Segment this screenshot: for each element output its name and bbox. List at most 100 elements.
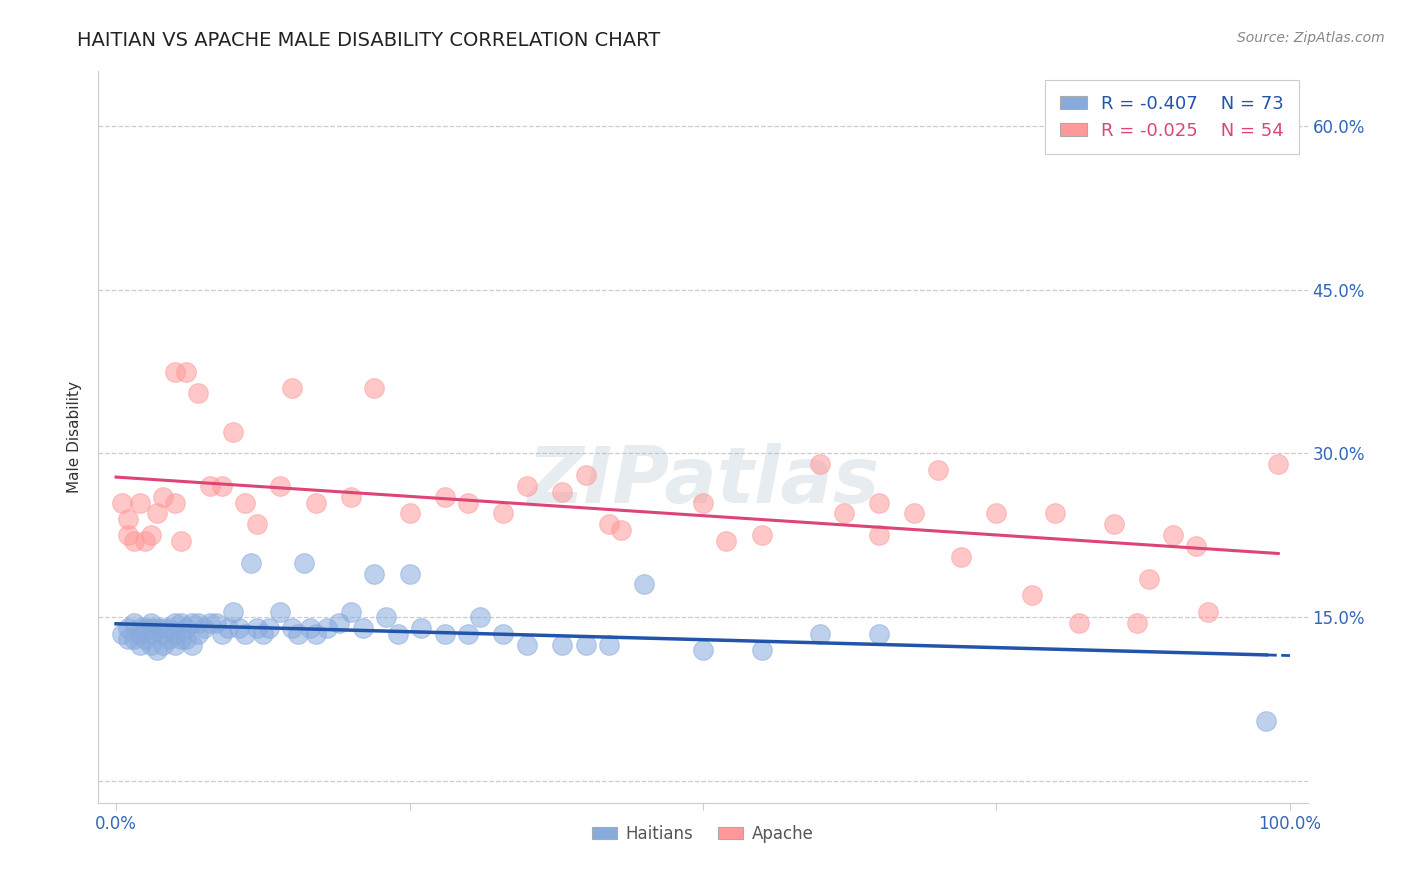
Point bbox=[146, 621, 169, 635]
Point bbox=[281, 621, 304, 635]
Point bbox=[751, 528, 773, 542]
Point bbox=[111, 626, 134, 640]
Point bbox=[169, 533, 191, 548]
Point bbox=[340, 605, 363, 619]
Point bbox=[1185, 539, 1208, 553]
Point bbox=[163, 615, 186, 630]
Point bbox=[122, 615, 145, 630]
Point bbox=[551, 484, 574, 499]
Point bbox=[169, 615, 191, 630]
Point bbox=[751, 643, 773, 657]
Point bbox=[122, 632, 145, 646]
Point bbox=[117, 528, 139, 542]
Point bbox=[287, 626, 309, 640]
Point bbox=[252, 626, 274, 640]
Point bbox=[304, 626, 326, 640]
Point bbox=[257, 621, 280, 635]
Point bbox=[633, 577, 655, 591]
Point bbox=[211, 626, 233, 640]
Point bbox=[117, 621, 139, 635]
Point bbox=[163, 495, 186, 509]
Point bbox=[141, 615, 163, 630]
Point bbox=[1021, 588, 1043, 602]
Point bbox=[269, 479, 291, 493]
Point bbox=[157, 621, 180, 635]
Point bbox=[1043, 507, 1066, 521]
Point bbox=[204, 615, 226, 630]
Point bbox=[233, 495, 256, 509]
Point bbox=[1067, 615, 1090, 630]
Point bbox=[117, 632, 139, 646]
Point bbox=[217, 621, 239, 635]
Point bbox=[304, 495, 326, 509]
Legend: Haitians, Apache: Haitians, Apache bbox=[586, 818, 820, 849]
Point bbox=[141, 626, 163, 640]
Point bbox=[692, 495, 714, 509]
Point bbox=[868, 626, 890, 640]
Point bbox=[832, 507, 855, 521]
Point bbox=[868, 528, 890, 542]
Point bbox=[240, 556, 263, 570]
Point bbox=[152, 638, 174, 652]
Point bbox=[1137, 572, 1160, 586]
Point bbox=[281, 381, 304, 395]
Point bbox=[141, 621, 163, 635]
Point bbox=[1256, 714, 1278, 728]
Point bbox=[193, 621, 215, 635]
Point bbox=[181, 615, 204, 630]
Point bbox=[146, 643, 169, 657]
Point bbox=[269, 605, 291, 619]
Point bbox=[575, 638, 598, 652]
Point bbox=[187, 386, 209, 401]
Point bbox=[363, 566, 385, 581]
Point bbox=[1161, 528, 1184, 542]
Point bbox=[903, 507, 925, 521]
Point bbox=[292, 556, 315, 570]
Point bbox=[163, 626, 186, 640]
Point bbox=[163, 365, 186, 379]
Point bbox=[808, 458, 831, 472]
Point bbox=[516, 638, 538, 652]
Point bbox=[598, 638, 620, 652]
Point bbox=[457, 495, 479, 509]
Point bbox=[169, 632, 191, 646]
Point bbox=[950, 550, 973, 565]
Text: Source: ZipAtlas.com: Source: ZipAtlas.com bbox=[1237, 31, 1385, 45]
Point bbox=[152, 621, 174, 635]
Point bbox=[457, 626, 479, 640]
Point bbox=[146, 507, 169, 521]
Point bbox=[398, 566, 420, 581]
Point bbox=[411, 621, 433, 635]
Point bbox=[375, 610, 398, 624]
Point bbox=[692, 643, 714, 657]
Point bbox=[927, 463, 949, 477]
Point bbox=[516, 479, 538, 493]
Point bbox=[163, 638, 186, 652]
Point bbox=[387, 626, 409, 640]
Point bbox=[468, 610, 491, 624]
Point bbox=[128, 638, 150, 652]
Point bbox=[111, 495, 134, 509]
Point bbox=[187, 615, 209, 630]
Point bbox=[228, 621, 250, 635]
Point bbox=[128, 626, 150, 640]
Point bbox=[222, 425, 245, 439]
Point bbox=[433, 626, 456, 640]
Point bbox=[575, 468, 598, 483]
Point bbox=[598, 517, 620, 532]
Point bbox=[211, 479, 233, 493]
Point bbox=[222, 605, 245, 619]
Point bbox=[233, 626, 256, 640]
Point bbox=[117, 512, 139, 526]
Point bbox=[340, 490, 363, 504]
Point bbox=[176, 621, 198, 635]
Point bbox=[398, 507, 420, 521]
Point bbox=[298, 621, 321, 635]
Point bbox=[316, 621, 339, 635]
Point bbox=[246, 517, 269, 532]
Point bbox=[551, 638, 574, 652]
Y-axis label: Male Disability: Male Disability bbox=[67, 381, 83, 493]
Point bbox=[176, 632, 198, 646]
Point bbox=[352, 621, 374, 635]
Point bbox=[134, 632, 156, 646]
